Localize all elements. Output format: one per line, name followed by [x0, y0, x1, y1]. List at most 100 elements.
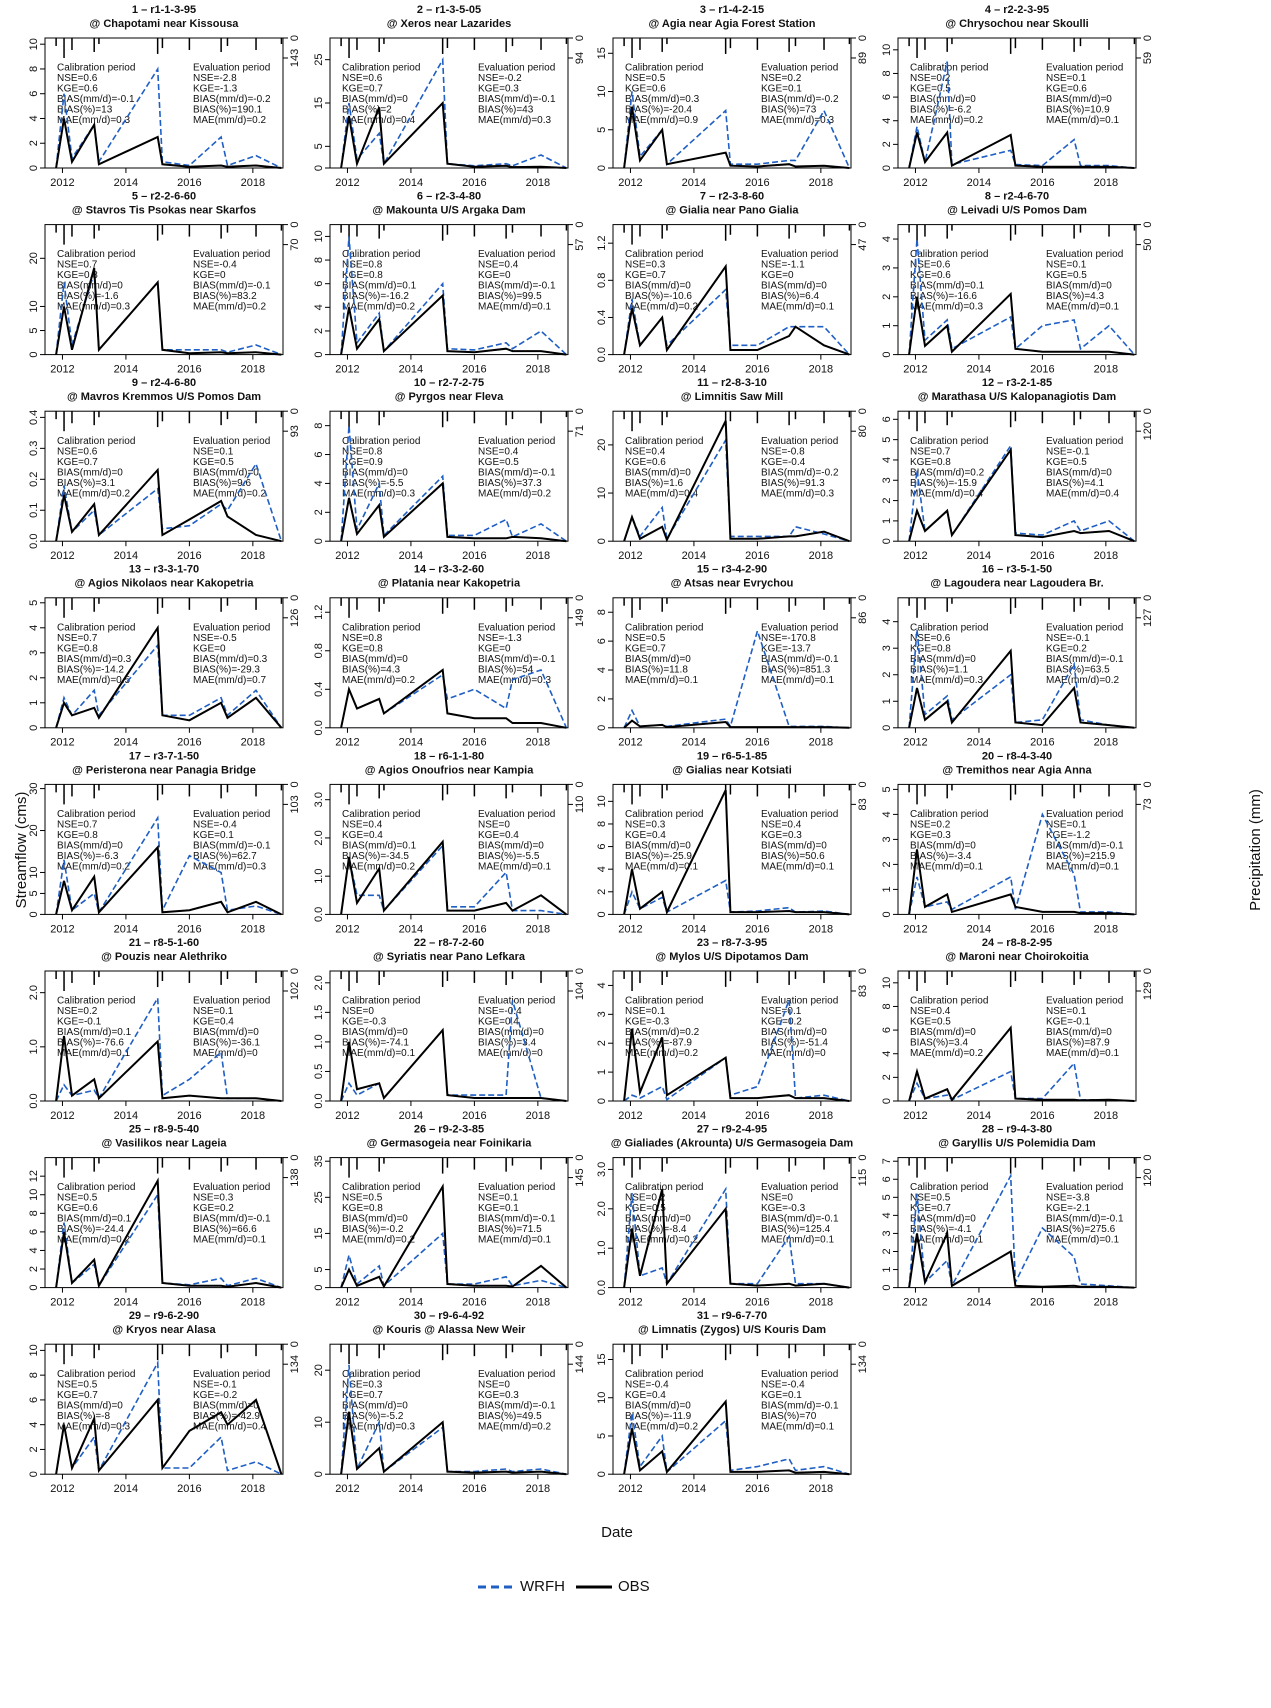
calibration-heading: Calibration period: [625, 1182, 703, 1193]
plot-frame: [612, 970, 852, 1102]
y2-tick-label: 0: [857, 408, 869, 414]
y-tick-label: 7: [881, 1158, 893, 1164]
y2-tick-label: 134: [857, 1355, 869, 1373]
calibration-metric: NSE=0.7: [57, 633, 98, 644]
plot-frame: [44, 597, 284, 729]
evaluation-metric: BIAS(%)=63.5: [1046, 664, 1110, 675]
calibration-metric: BIAS(%)=13: [57, 105, 113, 116]
y-tick-label: 1: [28, 700, 40, 706]
x-tick-label: 2014: [399, 737, 423, 749]
calibration-metric: MAE(mm/d)=0.3: [57, 1421, 131, 1432]
x-tick-label: 2018: [526, 1483, 550, 1495]
x-tick-label: 2018: [1094, 177, 1118, 189]
x-tick-label: 2014: [114, 923, 138, 935]
evaluation-metric: KGE=0.2: [193, 1203, 234, 1214]
calibration-heading: Calibration period: [57, 622, 135, 633]
x-tick-label: 2014: [399, 1110, 423, 1122]
evaluation-metric: MAE(mm/d)=0.2: [193, 302, 267, 313]
y-tick-label: 2: [881, 498, 893, 504]
calibration-metric: NSE=0.2: [910, 73, 951, 84]
legend-label: WRFH: [520, 1578, 565, 1595]
y-tick-label: 1: [881, 1266, 893, 1272]
calibration-metric: KGE=0.8: [57, 270, 98, 281]
streamflow-line: [340, 1000, 567, 1102]
plot-frame: [44, 410, 284, 542]
x-tick-label: 2012: [618, 1110, 642, 1122]
plot-frame: [612, 1343, 852, 1475]
evaluation-metric: BIAS(%)=91.3: [761, 478, 825, 489]
x-tick-label: 2018: [809, 550, 833, 562]
x-tick-label: 2018: [526, 364, 550, 376]
evaluation-metric: MAE(mm/d)=0.1: [1046, 302, 1120, 313]
x-tick-label: 2014: [682, 737, 706, 749]
y-tick-label: 0.0: [596, 1280, 608, 1295]
y-tick-label: 6: [596, 638, 608, 644]
evaluation-metric: BIAS(%)=-29.3: [193, 664, 260, 675]
calibration-metric: KGE=0.7: [625, 270, 666, 281]
y2-tick-label: 134: [289, 1355, 301, 1373]
x-tick-label: 2018: [241, 737, 265, 749]
y-tick-label: 0.0: [313, 907, 325, 922]
x-tick-label: 2018: [526, 737, 550, 749]
calibration-metric: KGE=0.6: [910, 270, 951, 281]
evaluation-metric: BIAS(%)=-42.9: [193, 1411, 260, 1422]
calibration-metric: KGE=0.8: [910, 457, 951, 468]
calibration-metric: MAE(mm/d)=0.2: [910, 115, 984, 126]
panel: 20 – r8-4-3-40 @ Tremithos near Agia Anna…: [881, 750, 1154, 935]
plot-frame: [897, 783, 1137, 915]
evaluation-metric: BIAS(mm/d)=-0.1: [193, 281, 271, 292]
evaluation-metric: NSE=0.3: [193, 1193, 234, 1204]
y2-tick-label: 120: [1142, 1168, 1154, 1186]
panel-subtitle: @ Tremithos near Agia Anna: [942, 764, 1092, 776]
panel: 27 – r9-2-4-95 @ Gialiades (Akrounta) U/S…: [596, 1124, 869, 1309]
calibration-metric: BIAS(mm/d)=0: [57, 1400, 123, 1411]
evaluation-metric: KGE=0.1: [761, 84, 802, 95]
y-tick-label: 10: [596, 85, 608, 97]
panel-subtitle: @ Agios Onoufrios near Kampia: [365, 764, 535, 776]
x-tick-label: 2016: [1030, 550, 1054, 562]
calibration-metric: BIAS(mm/d)=0: [342, 467, 408, 478]
calibration-metric: NSE=0.2: [625, 1193, 666, 1204]
panel-title: 23 – r8-7-3-95: [697, 937, 767, 949]
y-tick-label: 2: [881, 1248, 893, 1254]
panel: 6 – r2-3-4-80 @ Makounta U/S Argaka Dam 0 2…: [313, 191, 586, 376]
y2-tick-label: 115: [857, 1169, 869, 1187]
calibration-heading: Calibration period: [342, 1182, 420, 1193]
streamflow-line: [55, 1177, 282, 1289]
panel-subtitle: @ Mylos U/S Dipotamos Dam: [655, 951, 808, 963]
evaluation-metric: NSE=-0.8: [761, 446, 805, 457]
panel-title: 15 – r3-4-2-90: [697, 564, 767, 576]
y2-tick-label: 83: [857, 798, 869, 810]
calibration-metric: KGE=0.3: [910, 830, 951, 841]
y-tick-label: 4: [596, 982, 608, 988]
streamflow-line: [340, 839, 568, 916]
evaluation-metric: MAE(mm/d)=0.2: [478, 1421, 552, 1432]
calibration-metric: BIAS(%)=-20.4: [625, 105, 692, 116]
evaluation-metric: BIAS(%)=125.4: [761, 1224, 831, 1235]
calibration-metric: MAE(mm/d)=0.2: [342, 1235, 416, 1246]
evaluation-metric: KGE=0.5: [193, 457, 234, 468]
panel: 11 – r2-8-3-10 @ Limnitis Saw Mill 0 10 20 0 8…: [596, 377, 869, 562]
evaluation-metric: NSE=0.1: [193, 446, 234, 457]
plot-frame: [44, 970, 284, 1102]
calibration-metric: MAE(mm/d)=0.2: [625, 1235, 699, 1246]
x-tick-label: 2014: [967, 550, 991, 562]
panel: 2 – r1-3-5-05 @ Xeros near Lazarides 0 5 15 2…: [313, 4, 586, 189]
calibration-metric: NSE=0.2: [910, 820, 951, 831]
streamflow-line: [55, 624, 283, 729]
x-tick-label: 2014: [967, 923, 991, 935]
streamflow-line: [340, 1231, 567, 1289]
panel-subtitle: @ Atsas near Evrychou: [671, 578, 794, 590]
calibration-metric: BIAS(%)=-8.4: [625, 1224, 687, 1235]
calibration-metric: BIAS(%)=4.3: [342, 664, 401, 675]
y-tick-label: 2: [881, 141, 893, 147]
calibration-metric: NSE=0.7: [57, 820, 98, 831]
x-tick-label: 2016: [177, 1483, 201, 1495]
x-tick-label: 2016: [177, 1297, 201, 1309]
evaluation-metric: KGE=0.3: [478, 84, 519, 95]
y-tick-label: 25: [313, 1191, 325, 1203]
evaluation-metric: BIAS(mm/d)=0: [478, 841, 544, 852]
calibration-metric: KGE=0.6: [57, 1203, 98, 1214]
panel-title: 30 – r9-6-4-92: [414, 1310, 484, 1322]
calibration-metric: BIAS(mm/d)=0: [57, 467, 123, 478]
